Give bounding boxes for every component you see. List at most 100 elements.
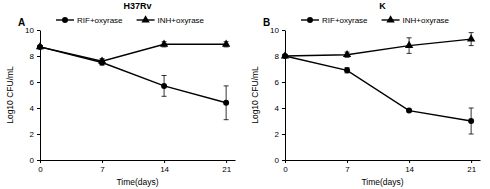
error-bar [162,76,167,97]
legend-item: RIF+oxyrase [301,16,368,25]
tick-mark [226,160,227,163]
title: K [379,1,386,11]
tick-label: 0 [275,156,280,165]
tick-mark [37,30,40,31]
error-bar [345,68,350,73]
panel-label: A [18,17,25,28]
tick: 4 [275,104,285,113]
tick-label: 0 [283,165,288,174]
tick: 14 [405,160,414,174]
tick-mark [40,160,41,163]
tick-label: 6 [30,78,35,87]
axis-line [286,160,481,161]
y-axis-title: Log10 CFU/mL [250,66,260,124]
y-axis: 0 2 4 6 8 10 [270,26,285,165]
tick: 6 [30,78,40,87]
x-axis-title: Time(days) [361,177,403,187]
tick-label: 10 [25,26,34,35]
tick-label: 21 [222,165,231,174]
tick-mark [282,30,285,31]
tick-label: 10 [270,26,279,35]
tick: 0 [283,160,288,174]
legend-item: RIF+oxyrase [56,16,123,25]
tick-label: 14 [160,165,169,174]
tick: 2 [30,130,40,139]
tick-mark [37,56,40,57]
legend-label: INH+oxyrase [158,16,205,25]
legend: RIF+oxyrase INH+oxyrase [301,15,450,25]
tick-label: 8 [275,52,280,61]
tick-mark [102,160,103,163]
marker [344,67,350,73]
tick: 21 [222,160,231,174]
series-line [285,56,471,121]
tick-label: 0 [30,156,35,165]
tick-label: 7 [345,165,350,174]
tick-label: 7 [100,165,105,174]
legend-label: RIF+oxyrase [322,16,368,25]
legend-item: INH+oxyrase [382,15,450,25]
axis-line [40,31,41,161]
series-line [40,47,226,103]
tick-label: 0 [38,165,43,174]
legend-label: RIF+oxyrase [77,16,123,25]
marker [36,42,44,49]
tick-mark [409,160,410,163]
legend-marker [62,17,68,23]
legend-marker [386,15,394,22]
tick-mark [37,160,40,161]
legend-item: INH+oxyrase [137,15,205,25]
tick-label: 2 [275,130,280,139]
marker [343,50,351,57]
panel: 0 2 4 6 8 10 0 7 14 21 Time(days) Log10 CFU/mL [5,26,236,187]
tick: 7 [345,160,350,174]
marker [98,56,106,63]
series-line [40,44,226,61]
legend-label: INH+oxyrase [403,16,450,25]
tick-mark [285,160,286,163]
legend-marker [307,17,313,23]
tick: 10 [270,26,285,35]
marker [281,51,289,58]
error-bar [469,108,474,134]
tick-mark [164,160,165,163]
tick: 21 [467,160,476,174]
tick-label: 21 [467,165,476,174]
tick: 10 [25,26,40,35]
tick-mark [471,160,472,163]
marker [405,41,413,48]
tick: 6 [275,78,285,87]
marker [468,118,474,124]
tick: 2 [275,130,285,139]
tick-mark [37,82,40,83]
marker [406,108,412,114]
tick: 4 [30,104,40,113]
tick-label: 4 [30,104,35,113]
tick-label: 6 [275,78,280,87]
marker [467,34,475,41]
tick-mark [282,134,285,135]
error-bar [224,86,229,120]
marker [222,39,230,46]
tick-mark [37,108,40,109]
tick: 8 [30,52,40,61]
tick-mark [347,160,348,163]
plot-area [36,39,230,119]
title: H37Rv [123,1,151,11]
x-axis-title: Time(days) [116,177,158,187]
series-line [285,39,471,56]
tick-label: 8 [30,52,35,61]
tick-label: 4 [275,104,280,113]
tick-mark [282,108,285,109]
tick: 7 [100,160,105,174]
marker [161,83,167,89]
tick-label: 2 [30,130,35,139]
tick-label: 14 [405,165,414,174]
plot-area [281,33,475,134]
panel: 0 2 4 6 8 10 0 7 14 21 Time(days) Log10 CFU/mL [250,26,481,187]
tick: 14 [160,160,169,174]
axis-line [285,31,286,161]
y-axis-title: Log10 CFU/mL [5,66,15,124]
tick-mark [282,82,285,83]
marker [160,39,168,46]
